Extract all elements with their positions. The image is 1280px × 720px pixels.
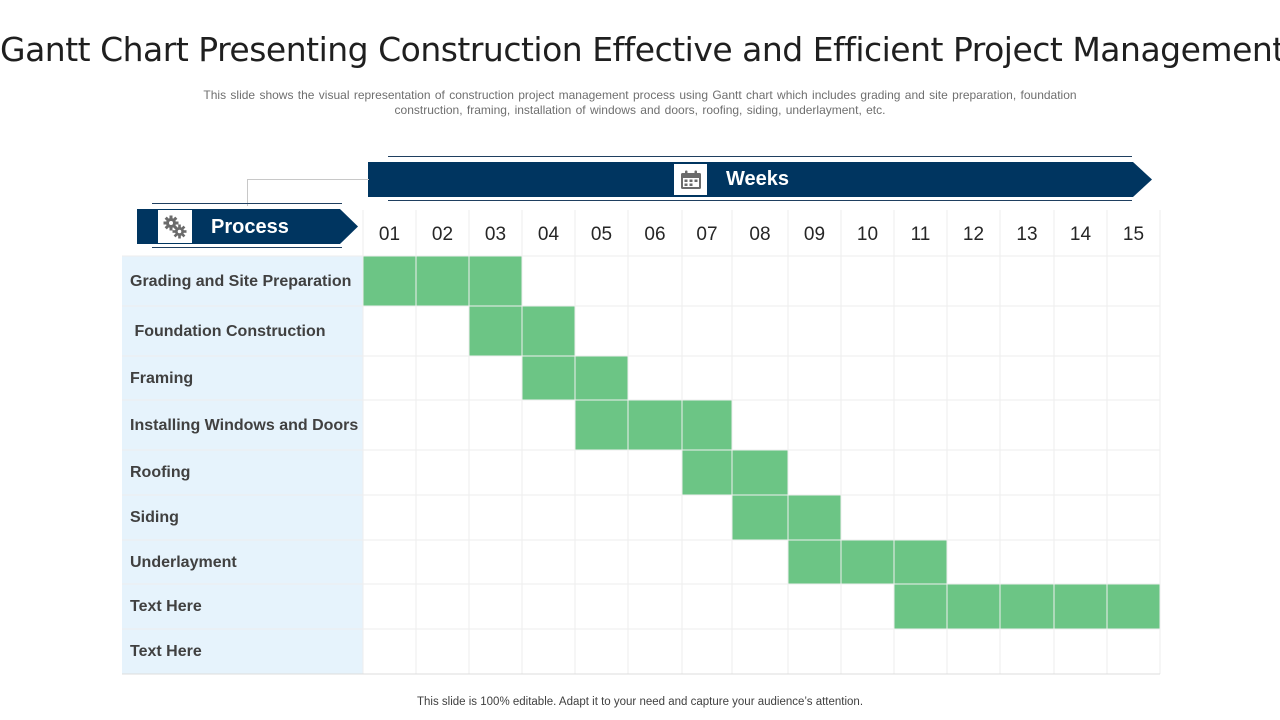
- week-label: 15: [1122, 224, 1145, 245]
- week-label: 04: [537, 224, 560, 245]
- gantt-bar-cell: [682, 400, 732, 450]
- page-subtitle: This slide shows the visual representati…: [203, 88, 1077, 117]
- gantt-bar-cell: [947, 584, 1000, 629]
- gantt-bar-cell: [522, 306, 575, 356]
- gantt-bar-cell: [732, 450, 788, 495]
- task-label: Installing Windows and Doors: [130, 416, 359, 434]
- week-label: 07: [696, 224, 718, 245]
- gantt-bar-cell: [575, 400, 628, 450]
- weeks-banner: [368, 162, 1152, 197]
- weeks-top-rule: [388, 156, 1132, 157]
- gantt-bar-cell: [363, 256, 416, 306]
- page-title: Gantt Chart Presenting Construction Effe…: [0, 30, 1280, 69]
- gantt-bar-cell: [894, 584, 947, 629]
- week-label: 05: [590, 224, 613, 245]
- week-label: 13: [1016, 224, 1038, 245]
- task-label: Roofing: [130, 464, 191, 481]
- weeks-bottom-rule: [388, 200, 1132, 201]
- gantt-bar-cell: [732, 495, 788, 540]
- gantt-bar-cell: [469, 256, 522, 306]
- task-label: Foundation Construction: [130, 322, 326, 340]
- gantt-bar-cell: [469, 306, 522, 356]
- task-label: Framing: [130, 369, 194, 387]
- calendar-icon: [680, 170, 701, 189]
- gantt-bar-cell: [788, 540, 841, 584]
- gantt-bar-cell: [1000, 584, 1054, 629]
- gantt-bar-cell: [416, 256, 469, 306]
- week-label: 06: [644, 224, 666, 245]
- weeks-label: Weeks: [726, 168, 790, 190]
- weeks-icon-box: [674, 164, 707, 195]
- gantt-bar-cell: [894, 540, 947, 584]
- gears-icon: [163, 215, 187, 238]
- week-label: 03: [484, 224, 507, 245]
- task-label: Siding: [130, 509, 179, 526]
- week-label: 10: [856, 224, 879, 245]
- process-label: Process: [211, 216, 289, 238]
- task-label: Grading and Site Preparation: [130, 272, 352, 290]
- gantt-bar-cell: [575, 356, 628, 400]
- process-top-rule: [152, 203, 342, 204]
- gantt-bar-cell: [841, 540, 894, 584]
- footer-note: This slide is 100% editable. Adapt it to…: [416, 696, 864, 708]
- task-label: Text Here: [130, 598, 202, 615]
- connector-line: [247, 179, 369, 206]
- task-label: Underlayment: [130, 553, 237, 571]
- process-bottom-rule: [152, 247, 342, 248]
- week-label: 01: [378, 224, 401, 245]
- week-label: 11: [910, 224, 931, 245]
- week-label: 14: [1069, 224, 1092, 245]
- gantt-bar-cell: [1054, 584, 1107, 629]
- gantt-bar-cell: [522, 356, 575, 400]
- process-column: [122, 256, 363, 674]
- week-label: 02: [431, 224, 454, 245]
- gantt-bar-cell: [788, 495, 841, 540]
- gantt-bar-cell: [1107, 584, 1160, 629]
- week-label: 08: [749, 224, 771, 245]
- process-icon-box: [158, 210, 192, 243]
- task-label: Text Here: [130, 643, 202, 660]
- week-label: 09: [803, 224, 826, 245]
- gantt-bar-cell: [628, 400, 682, 450]
- week-label: 12: [962, 224, 985, 245]
- gantt-bar-cell: [682, 450, 732, 495]
